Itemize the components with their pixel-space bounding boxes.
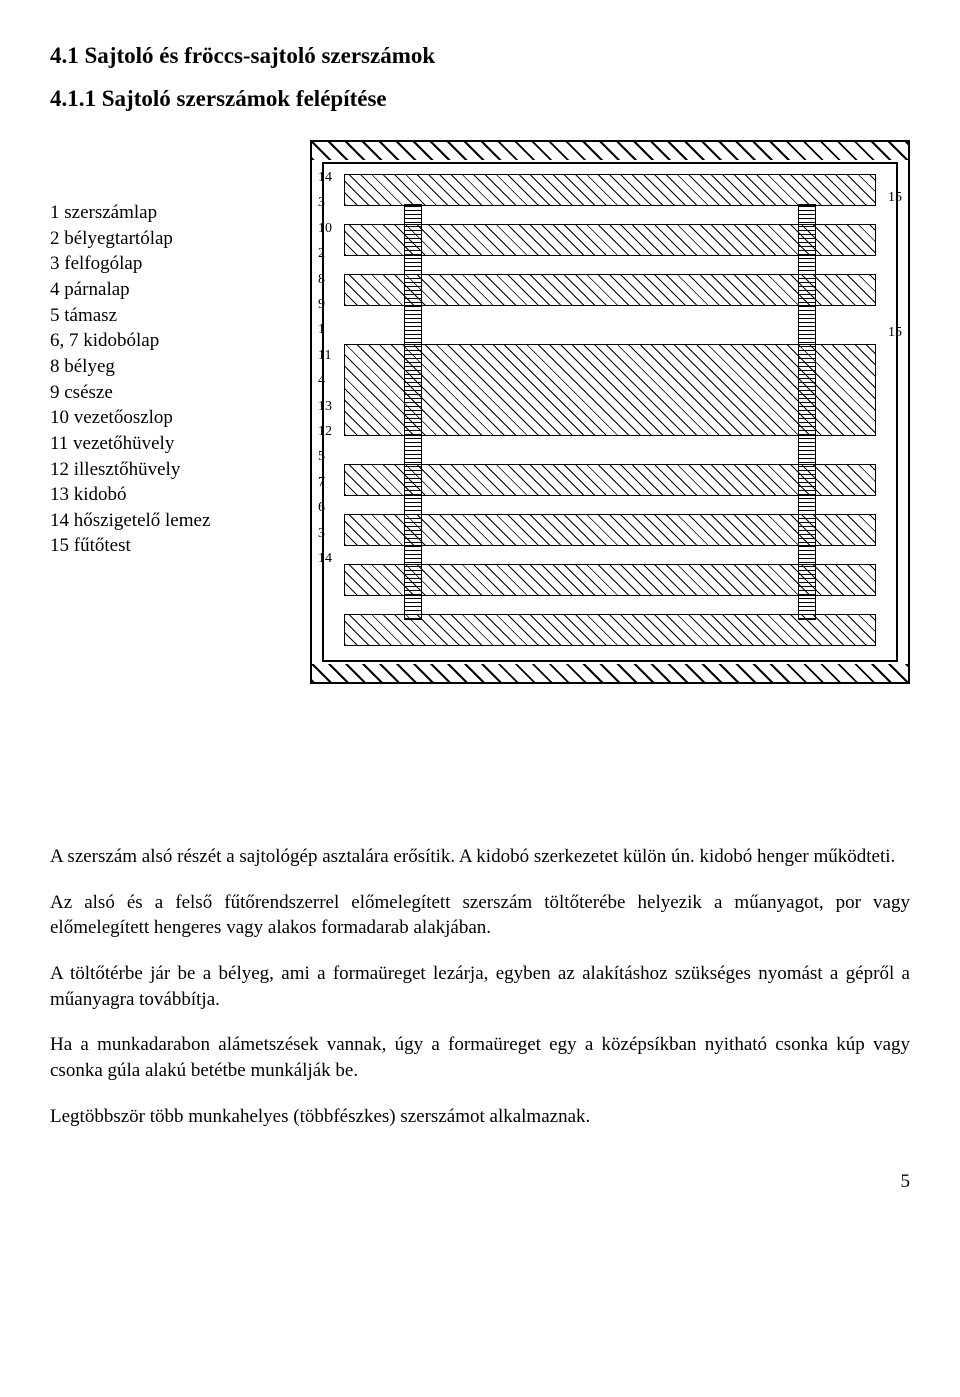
diagram-label: 14	[318, 551, 332, 566]
list-item: 3 felfogólap	[50, 251, 250, 277]
top-row: 1 szerszámlap 2 bélyegtartólap 3 felfogó…	[50, 140, 910, 684]
diagram-label: 7	[318, 475, 332, 490]
diagram-label: 12	[318, 424, 332, 439]
diagram-label: 9	[318, 297, 332, 312]
diagram-label: 3	[318, 526, 332, 541]
body-paragraph: Az alsó és a felső fűtőrendszerrel előme…	[50, 890, 910, 941]
body-paragraph: Ha a munkadarabon alámetszések vannak, ú…	[50, 1032, 910, 1083]
diagram-plate	[344, 564, 876, 596]
diagram-label: 1	[318, 322, 332, 337]
diagram-label: 4	[318, 373, 332, 388]
diagram-inner	[322, 162, 898, 662]
list-item: 8 bélyeg	[50, 354, 250, 380]
diagram-label: 5	[318, 449, 332, 464]
diagram-label: 15	[888, 190, 902, 205]
diagram-column	[404, 204, 422, 620]
body-paragraph: Legtöbbször több munkahelyes (többfészke…	[50, 1104, 910, 1130]
tool-diagram: 14 3 10 2 8 9 1 11 4 13 12 5 7 6 3 14 15…	[310, 140, 910, 684]
diagram-label: 10	[318, 221, 332, 236]
page-number: 5	[50, 1169, 910, 1195]
section-heading-1: 4.1 Sajtoló és fröccs-sajtoló szerszámok	[50, 40, 910, 71]
diagram-label: 11	[318, 348, 332, 363]
diagram-plate	[344, 464, 876, 496]
list-item: 1 szerszámlap	[50, 200, 250, 226]
diagram-label: 3	[318, 195, 332, 210]
diagram-label: 6	[318, 500, 332, 515]
diagram-label: 2	[318, 246, 332, 261]
list-item: 2 bélyegtartólap	[50, 226, 250, 252]
diagram-plate	[344, 224, 876, 256]
list-item: 12 illesztőhüvely	[50, 457, 250, 483]
diagram-plate	[344, 274, 876, 306]
list-item: 14 hőszigetelő lemez	[50, 508, 250, 534]
body-paragraph: A töltőtérbe jár be a bélyeg, ami a form…	[50, 961, 910, 1012]
list-item: 11 vezetőhüvely	[50, 431, 250, 457]
diagram-column	[798, 204, 816, 620]
list-item: 6, 7 kidobólap	[50, 328, 250, 354]
diagram-label: 14	[318, 170, 332, 185]
parts-list: 1 szerszámlap 2 bélyegtartólap 3 felfogó…	[50, 200, 250, 559]
list-item: 10 vezetőoszlop	[50, 405, 250, 431]
list-item: 15 fűtőtest	[50, 533, 250, 559]
diagram-plate	[344, 344, 876, 436]
list-item: 4 párnalap	[50, 277, 250, 303]
diagram-plate	[344, 614, 876, 646]
diagram-plate	[344, 514, 876, 546]
diagram-right-labels: 15 15	[888, 190, 902, 351]
diagram-label: 8	[318, 272, 332, 287]
diagram-label: 13	[318, 399, 332, 414]
list-item: 5 támasz	[50, 303, 250, 329]
diagram-label: 15	[888, 325, 902, 340]
body-paragraph: A szerszám alsó részét a sajtológép aszt…	[50, 844, 910, 870]
list-item: 9 csésze	[50, 380, 250, 406]
section-heading-2: 4.1.1 Sajtoló szerszámok felépítése	[50, 83, 910, 114]
diagram-plate	[344, 174, 876, 206]
list-item: 13 kidobó	[50, 482, 250, 508]
diagram-left-labels: 14 3 10 2 8 9 1 11 4 13 12 5 7 6 3 14	[318, 170, 332, 576]
